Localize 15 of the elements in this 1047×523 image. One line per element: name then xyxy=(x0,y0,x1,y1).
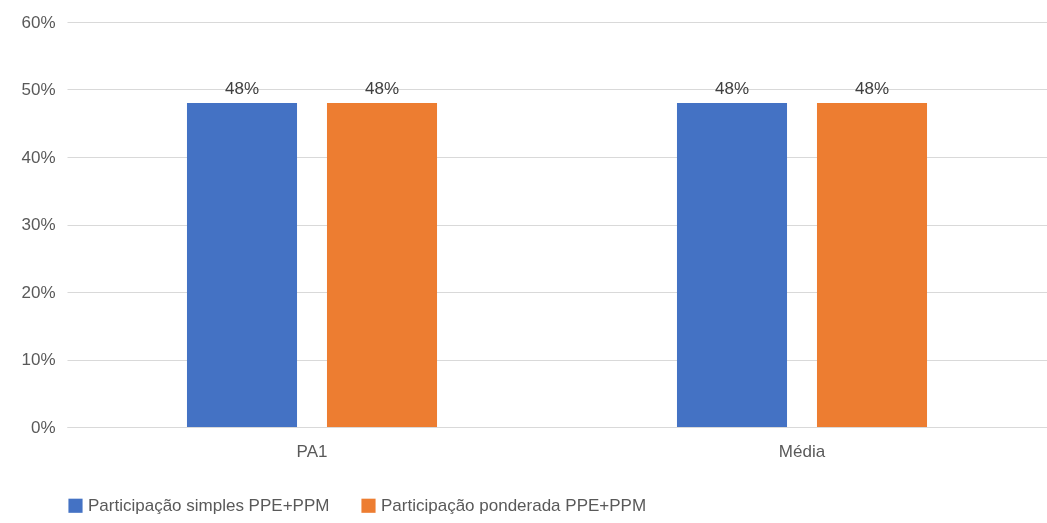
y-tick-label: 50% xyxy=(21,80,56,99)
x-tick-label: Média xyxy=(778,441,826,461)
y-tick-label: 60% xyxy=(21,12,56,32)
y-tick-label: 10% xyxy=(21,350,56,369)
y-tick-label: 30% xyxy=(21,215,56,234)
data-label: 48% xyxy=(224,79,260,98)
data-label: 48% xyxy=(854,79,890,98)
y-tick-label: 40% xyxy=(21,147,56,167)
x-tick-label: PA1 xyxy=(296,441,328,461)
legend-label: Participação simples PPE+PPM xyxy=(88,495,330,515)
data-label: 48% xyxy=(714,79,750,98)
y-tick-label: 20% xyxy=(21,282,56,302)
y-tick-label: 0% xyxy=(30,417,56,437)
legend-label: Participação ponderada PPE+PPM xyxy=(381,495,647,515)
data-label: 48% xyxy=(364,79,400,98)
